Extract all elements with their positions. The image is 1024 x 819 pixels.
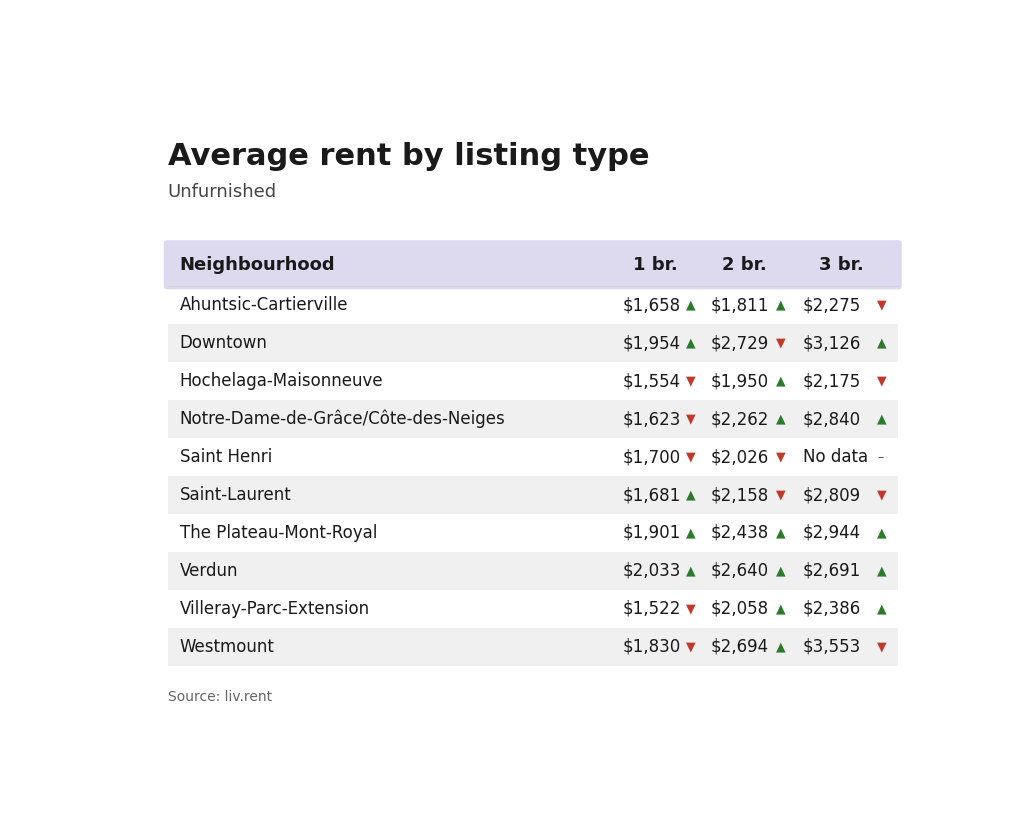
Text: –: – bbox=[878, 450, 884, 464]
FancyBboxPatch shape bbox=[168, 552, 898, 590]
FancyBboxPatch shape bbox=[168, 324, 898, 362]
Text: $2,158: $2,158 bbox=[711, 486, 769, 504]
Text: ▼: ▼ bbox=[686, 450, 695, 464]
Text: $1,554: $1,554 bbox=[623, 372, 681, 390]
Text: ▲: ▲ bbox=[686, 337, 695, 350]
Text: ▲: ▲ bbox=[686, 488, 695, 501]
Text: ▼: ▼ bbox=[686, 413, 695, 426]
Text: No data: No data bbox=[803, 448, 868, 466]
Text: $2,729: $2,729 bbox=[711, 334, 769, 352]
Text: ▼: ▼ bbox=[686, 640, 695, 654]
Text: $1,811: $1,811 bbox=[711, 296, 769, 314]
Text: $2,275: $2,275 bbox=[803, 296, 861, 314]
Text: 2 br.: 2 br. bbox=[722, 256, 767, 274]
Text: 3 br.: 3 br. bbox=[818, 256, 863, 274]
Text: ▲: ▲ bbox=[776, 413, 786, 426]
FancyBboxPatch shape bbox=[168, 362, 898, 400]
Text: ▲: ▲ bbox=[878, 564, 887, 577]
FancyBboxPatch shape bbox=[168, 400, 898, 438]
Text: ▲: ▲ bbox=[878, 527, 887, 540]
Text: ▼: ▼ bbox=[686, 374, 695, 387]
Text: $2,840: $2,840 bbox=[803, 410, 861, 428]
Text: Saint-Laurent: Saint-Laurent bbox=[179, 486, 292, 504]
Text: ▼: ▼ bbox=[776, 337, 786, 350]
Text: $2,691: $2,691 bbox=[803, 562, 861, 580]
FancyBboxPatch shape bbox=[168, 286, 898, 324]
FancyBboxPatch shape bbox=[168, 628, 898, 666]
Text: $2,640: $2,640 bbox=[711, 562, 769, 580]
Text: $3,553: $3,553 bbox=[803, 638, 861, 656]
FancyBboxPatch shape bbox=[168, 514, 898, 552]
Text: Saint Henri: Saint Henri bbox=[179, 448, 271, 466]
Text: The Plateau-Mont-Royal: The Plateau-Mont-Royal bbox=[179, 524, 377, 542]
Text: ▼: ▼ bbox=[878, 640, 887, 654]
Text: $1,700: $1,700 bbox=[623, 448, 681, 466]
Text: $2,694: $2,694 bbox=[711, 638, 769, 656]
Text: ▼: ▼ bbox=[878, 488, 887, 501]
Text: ▼: ▼ bbox=[686, 603, 695, 615]
Text: ▼: ▼ bbox=[878, 299, 887, 312]
Text: $2,386: $2,386 bbox=[803, 600, 861, 618]
Text: ▲: ▲ bbox=[776, 374, 786, 387]
Text: ▲: ▲ bbox=[686, 299, 695, 312]
Text: ▲: ▲ bbox=[878, 413, 887, 426]
Text: Hochelaga-Maisonneuve: Hochelaga-Maisonneuve bbox=[179, 372, 383, 390]
Text: $1,950: $1,950 bbox=[711, 372, 769, 390]
Text: $1,681: $1,681 bbox=[623, 486, 681, 504]
Text: ▲: ▲ bbox=[776, 603, 786, 615]
Text: Villeray-Parc-Extension: Villeray-Parc-Extension bbox=[179, 600, 370, 618]
Text: $2,262: $2,262 bbox=[711, 410, 769, 428]
Text: $1,901: $1,901 bbox=[623, 524, 681, 542]
Text: $2,033: $2,033 bbox=[623, 562, 681, 580]
Text: $1,658: $1,658 bbox=[623, 296, 681, 314]
Text: Average rent by listing type: Average rent by listing type bbox=[168, 143, 649, 171]
Text: 1 br.: 1 br. bbox=[633, 256, 678, 274]
Text: Unfurnished: Unfurnished bbox=[168, 183, 276, 201]
Text: ▼: ▼ bbox=[776, 488, 786, 501]
Text: $2,944: $2,944 bbox=[803, 524, 861, 542]
Text: $2,175: $2,175 bbox=[803, 372, 861, 390]
Text: $1,623: $1,623 bbox=[623, 410, 681, 428]
Text: Downtown: Downtown bbox=[179, 334, 267, 352]
Text: $1,522: $1,522 bbox=[623, 600, 681, 618]
FancyBboxPatch shape bbox=[168, 590, 898, 628]
Text: ▲: ▲ bbox=[878, 337, 887, 350]
Text: Notre-Dame-de-Grâce/Côte-des-Neiges: Notre-Dame-de-Grâce/Côte-des-Neiges bbox=[179, 410, 505, 428]
Text: ▲: ▲ bbox=[776, 640, 786, 654]
Text: Source: liv.rent: Source: liv.rent bbox=[168, 690, 271, 704]
Text: $3,126: $3,126 bbox=[803, 334, 861, 352]
Text: ▲: ▲ bbox=[776, 299, 786, 312]
Text: ▲: ▲ bbox=[878, 603, 887, 615]
Text: ▲: ▲ bbox=[686, 527, 695, 540]
Text: ▼: ▼ bbox=[776, 450, 786, 464]
Text: ▲: ▲ bbox=[776, 527, 786, 540]
Text: Westmount: Westmount bbox=[179, 638, 274, 656]
Text: $1,954: $1,954 bbox=[623, 334, 681, 352]
Text: Verdun: Verdun bbox=[179, 562, 239, 580]
FancyBboxPatch shape bbox=[168, 438, 898, 476]
Text: Neighbourhood: Neighbourhood bbox=[179, 256, 335, 274]
FancyBboxPatch shape bbox=[164, 240, 902, 289]
Text: Ahuntsic-Cartierville: Ahuntsic-Cartierville bbox=[179, 296, 348, 314]
Text: ▲: ▲ bbox=[686, 564, 695, 577]
Text: ▲: ▲ bbox=[776, 564, 786, 577]
Text: ▼: ▼ bbox=[878, 374, 887, 387]
FancyBboxPatch shape bbox=[168, 476, 898, 514]
Text: $2,438: $2,438 bbox=[711, 524, 769, 542]
Text: $2,058: $2,058 bbox=[711, 600, 769, 618]
Text: $1,830: $1,830 bbox=[623, 638, 681, 656]
Text: $2,026: $2,026 bbox=[711, 448, 769, 466]
Text: $2,809: $2,809 bbox=[803, 486, 861, 504]
